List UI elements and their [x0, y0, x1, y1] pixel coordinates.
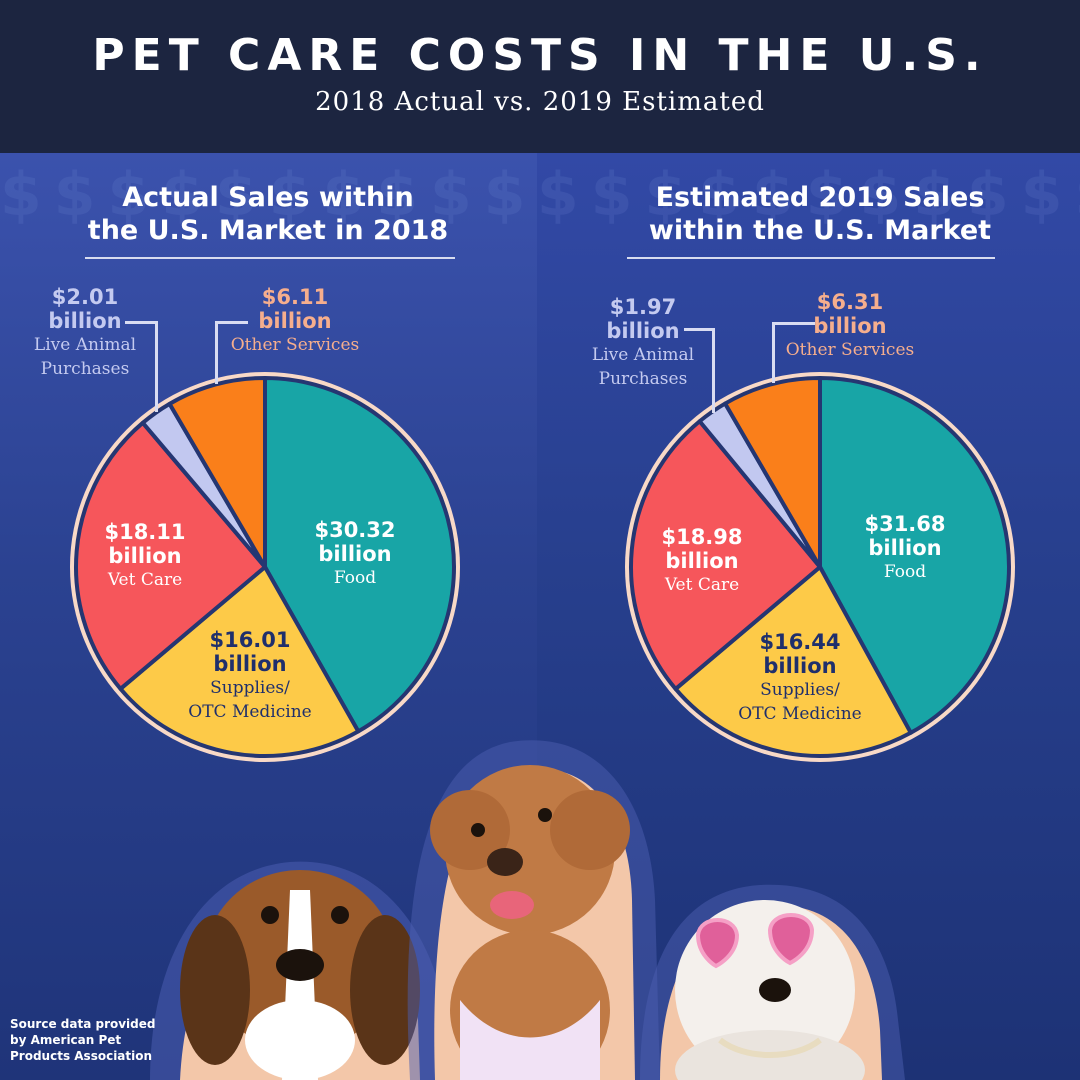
value-live-2019: $1.97: [609, 295, 677, 319]
dollar-pattern-background: $$$$$$$$$$$$$$$$$$$$$$$$$$$$$$$$$$$$$$$$…: [0, 160, 537, 230]
category-supplies-2018-line-1: Supplies/: [210, 678, 290, 698]
chart-title-2019-line-2: within the U.S. Market: [648, 215, 992, 246]
unit-live-2018: billion: [48, 309, 122, 333]
value-food-2018: $30.32: [314, 518, 396, 542]
pie-chart-2019: [625, 372, 1015, 762]
label-live-2019: $1.97 billion Live Animal Purchases: [578, 295, 708, 391]
category-live-2019-line-2: Purchases: [598, 369, 688, 389]
title-underline-2018: [85, 257, 455, 259]
category-food-2018: Food: [333, 568, 377, 588]
category-live-2019-line-1: Live Animal: [591, 345, 695, 365]
unit-supplies-2019: billion: [763, 654, 837, 678]
category-live-2018-line-2: Purchases: [40, 359, 130, 379]
pie-slice-food-2019: [818, 376, 1011, 735]
leader-line-other-2019: [772, 322, 815, 383]
category-vet-2019: Vet Care: [664, 575, 740, 595]
value-vet-2019: $18.98: [661, 525, 743, 549]
category-supplies-2018-line-2: OTC Medicine: [188, 702, 312, 722]
leader-line-live-2019: [684, 328, 715, 413]
unit-vet-2019: billion: [665, 549, 739, 573]
beagle-dog: [150, 861, 455, 1080]
poodle-dog: [407, 740, 660, 1080]
source-line-1: Source data provided: [10, 1017, 156, 1031]
chart-title-2019: Estimated 2019 Sales within the U.S. Mar…: [612, 181, 1028, 247]
chart-title-2018: Actual Sales within the U.S. Market in 2…: [68, 181, 468, 247]
label-other-2018: $6.11 billion Other Services: [220, 285, 370, 357]
value-supplies-2019: $16.44: [759, 630, 841, 654]
westie-dog: [640, 884, 905, 1080]
label-live-2018: $2.01 billion Live Animal Purchases: [20, 285, 150, 381]
label-other-2019: $6.31 billion Other Services: [775, 290, 925, 362]
leader-line-other-2018: [215, 321, 248, 384]
pie-chart-2018: [70, 372, 460, 762]
chart-title-2019-line-1: Estimated 2019 Sales: [655, 182, 985, 213]
page-subtitle: 2018 Actual vs. 2019 Estimated: [315, 87, 765, 117]
label-vet-2018: $18.11 billion Vet Care: [80, 520, 210, 592]
pie-slice-vet-care-2019: [629, 419, 822, 691]
label-supplies-2018: $16.01 billion Supplies/ OTC Medicine: [170, 628, 330, 724]
pie-slice-other-services-2019: [723, 376, 822, 569]
source-line-3: Products Association: [10, 1049, 153, 1063]
category-other-2018: Other Services: [230, 335, 360, 355]
value-supplies-2018: $16.01: [209, 628, 291, 652]
category-supplies-2019-line-2: OTC Medicine: [738, 704, 862, 724]
source-line-2: by American Pet: [10, 1033, 122, 1047]
title-underline-2019: [627, 257, 995, 259]
value-vet-2018: $18.11: [104, 520, 186, 544]
dollar-pattern-background: $$$$$$$$$$$$$$$$$$$$$$$$$$$$$$$$$$$$$$$$…: [537, 160, 1080, 230]
value-food-2019: $31.68: [864, 512, 946, 536]
pie-slice-vet-care-2018: [74, 420, 267, 691]
pie-slice-supplies-2019: [673, 565, 913, 758]
leader-line-live-2018: [125, 321, 158, 412]
value-live-2018: $2.01: [51, 285, 119, 309]
source-note: Source data provided by American Pet Pro…: [10, 1016, 155, 1064]
chart-title-2018-line-2: the U.S. Market in 2018: [87, 215, 449, 246]
unit-other-2019: billion: [813, 314, 887, 338]
category-supplies-2019-line-1: Supplies/: [760, 680, 840, 700]
unit-live-2019: billion: [606, 319, 680, 343]
pie-slice-other-services-2018: [167, 376, 267, 569]
label-vet-2019: $18.98 billion Vet Care: [637, 525, 767, 597]
unit-food-2018: billion: [318, 542, 392, 566]
unit-other-2018: billion: [258, 309, 332, 333]
pie-slice-food-2018: [263, 376, 456, 734]
header: PET CARE COSTS IN THE U.S. 2018 Actual v…: [0, 0, 1080, 153]
category-food-2019: Food: [883, 562, 927, 582]
chart-title-2018-line-1: Actual Sales within: [122, 182, 414, 213]
category-other-2019: Other Services: [785, 340, 915, 360]
pie-slice-supplies-2018: [118, 565, 361, 758]
category-live-2018-line-1: Live Animal: [33, 335, 137, 355]
value-other-2019: $6.31: [816, 290, 884, 314]
label-food-2019: $31.68 billion Food: [840, 512, 970, 584]
unit-vet-2018: billion: [108, 544, 182, 568]
value-other-2018: $6.11: [261, 285, 329, 309]
unit-food-2019: billion: [868, 536, 942, 560]
label-food-2018: $30.32 billion Food: [290, 518, 420, 590]
category-vet-2018: Vet Care: [107, 570, 183, 590]
page-title: PET CARE COSTS IN THE U.S.: [92, 30, 988, 81]
label-supplies-2019: $16.44 billion Supplies/ OTC Medicine: [720, 630, 880, 726]
unit-supplies-2018: billion: [213, 652, 287, 676]
